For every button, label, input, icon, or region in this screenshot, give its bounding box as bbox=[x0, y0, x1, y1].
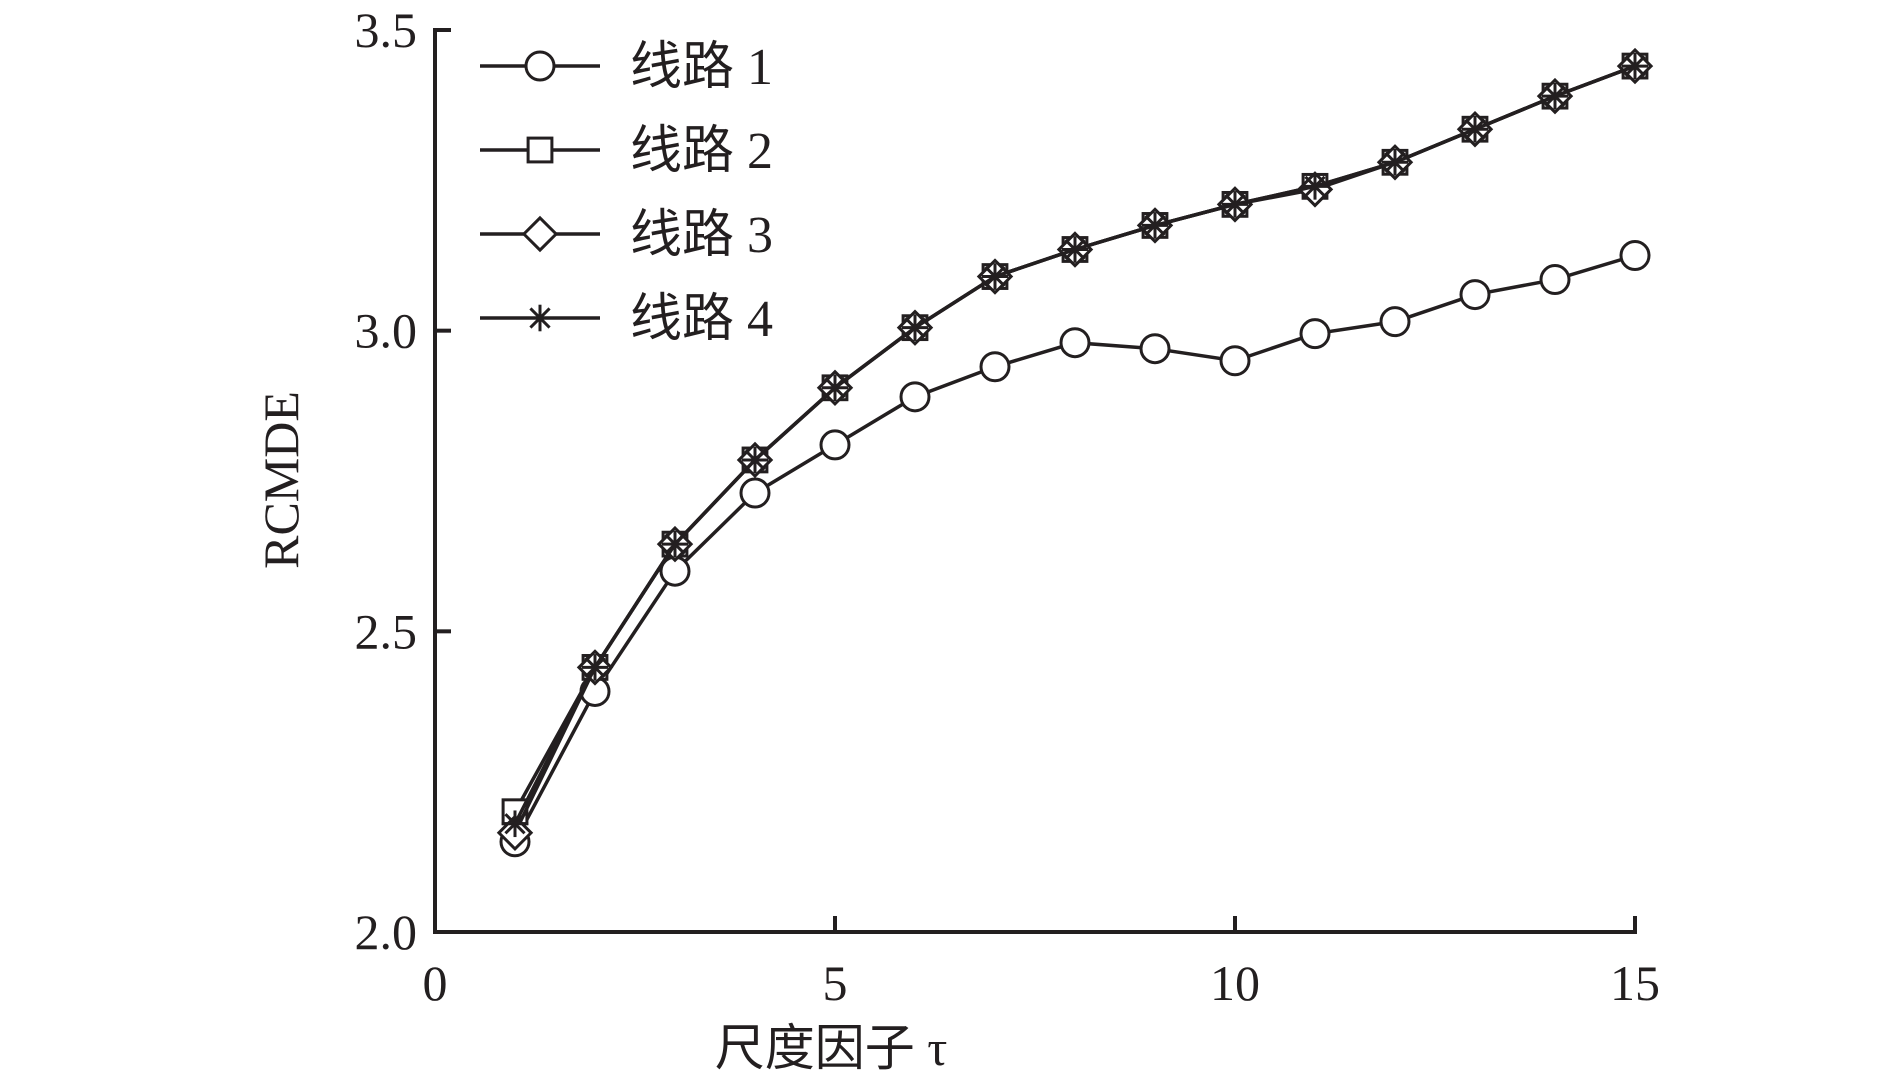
x-tick-label: 10 bbox=[1210, 955, 1260, 1011]
legend-item-3: 线路 3 bbox=[480, 207, 773, 264]
legend-item-2: 线路 2 bbox=[480, 123, 773, 180]
series-4-point-stroke bbox=[1464, 118, 1486, 140]
series-1-point bbox=[1219, 345, 1251, 377]
series-1-point bbox=[979, 351, 1011, 383]
series-1-point bbox=[1379, 306, 1411, 338]
series-3-line bbox=[513, 64, 1636, 834]
series-1-point bbox=[1139, 333, 1171, 365]
legend-swatch-marker bbox=[526, 136, 554, 164]
series-4-point-stroke bbox=[1064, 238, 1086, 261]
series-4-point bbox=[981, 263, 1009, 290]
series-4-point-stroke bbox=[584, 656, 606, 679]
series-4-point bbox=[1381, 148, 1409, 176]
series-1-point bbox=[1539, 264, 1571, 296]
x-tick-label: 0 bbox=[423, 955, 448, 1011]
legend: 线路 1 线路 2 线路 3 线路 4 bbox=[480, 39, 773, 348]
series-4-point-stroke bbox=[1224, 193, 1246, 216]
series-4-point bbox=[581, 654, 609, 681]
series-layer bbox=[496, 47, 1654, 858]
series-1-point bbox=[1619, 240, 1651, 271]
x-tick-label: 15 bbox=[1610, 955, 1660, 1011]
series-1 bbox=[499, 240, 1651, 858]
series-1-point bbox=[1299, 318, 1331, 350]
series-1-point bbox=[739, 477, 771, 509]
legend-item-4: 线路 4 bbox=[480, 291, 773, 348]
series-4-point bbox=[501, 810, 529, 838]
series-4-point-stroke bbox=[1144, 214, 1166, 237]
series-4-point-stroke bbox=[504, 813, 526, 835]
y-tick-label: 2.0 bbox=[355, 904, 418, 960]
legend-label: 线路 1 bbox=[630, 39, 773, 96]
series-4-point-stroke bbox=[1544, 85, 1566, 107]
series-4-point bbox=[1301, 173, 1329, 200]
series-4-point bbox=[661, 530, 689, 558]
series-4-point bbox=[1461, 115, 1489, 143]
series-1-point bbox=[1059, 327, 1091, 359]
series-4-point bbox=[1541, 82, 1569, 110]
series-4-point-stroke bbox=[984, 265, 1006, 288]
series-4-point bbox=[901, 314, 929, 341]
series-4-point-stroke bbox=[824, 377, 846, 399]
y-tick-label: 2.5 bbox=[355, 603, 418, 659]
series-4-point bbox=[1621, 52, 1649, 80]
series-4-point-stroke bbox=[1304, 175, 1326, 197]
legend-label: 线路 4 bbox=[630, 291, 773, 348]
legend-swatch-marker-stroke bbox=[529, 307, 551, 329]
series-4-point-stroke bbox=[664, 533, 686, 555]
series-4-point bbox=[741, 446, 769, 474]
x-axis-label: 尺度因子 τ bbox=[715, 1020, 948, 1076]
series-4 bbox=[501, 52, 1649, 838]
series-4-point-stroke bbox=[1624, 55, 1646, 77]
series-4-point-stroke bbox=[904, 317, 926, 339]
legend-swatch-marker bbox=[526, 304, 554, 332]
series-4-point bbox=[821, 374, 849, 402]
series-1-point bbox=[1459, 279, 1491, 311]
series-4-point-stroke bbox=[744, 449, 766, 471]
y-tick-label: 3.5 bbox=[355, 2, 418, 58]
y-tick-label: 3.0 bbox=[355, 303, 418, 359]
legend-item-1: 线路 1 bbox=[480, 39, 773, 96]
legend-label: 线路 2 bbox=[630, 123, 773, 180]
axes: 2.0 2.5 3.0 3.5 0 5 10 15 bbox=[355, 2, 1661, 1011]
series-4-point bbox=[1061, 236, 1089, 263]
legend-swatch-marker bbox=[521, 215, 559, 253]
x-tick-label: 5 bbox=[823, 955, 848, 1011]
series-4-point bbox=[1221, 191, 1249, 218]
series-1-point bbox=[819, 429, 851, 461]
y-axis-label: RCMDE bbox=[253, 391, 309, 569]
legend-label: 线路 3 bbox=[630, 207, 773, 264]
series-4-point bbox=[1141, 212, 1169, 239]
series-1-point bbox=[899, 381, 931, 413]
legend-swatch-marker bbox=[524, 50, 556, 82]
series-4-point-stroke bbox=[1384, 151, 1406, 173]
